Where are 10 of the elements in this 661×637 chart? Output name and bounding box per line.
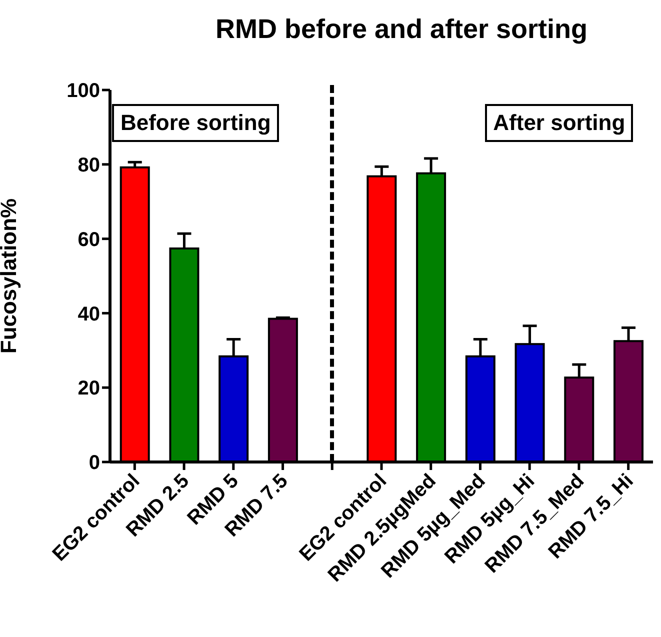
y-axis-title: Fucosylation% [0, 198, 21, 354]
annotation: After sorting [485, 104, 634, 142]
y-tick-label: 20 [78, 378, 100, 400]
y-tick-label: 100 [66, 80, 100, 102]
y-tick-label: 40 [78, 303, 100, 326]
y-tick-label: 60 [78, 228, 100, 251]
chart-title: RMD before and after sorting [214, 14, 589, 45]
y-tick-label: 80 [78, 154, 100, 176]
annotation: Before sorting [112, 104, 279, 142]
y-tick-label: 0 [88, 452, 100, 474]
